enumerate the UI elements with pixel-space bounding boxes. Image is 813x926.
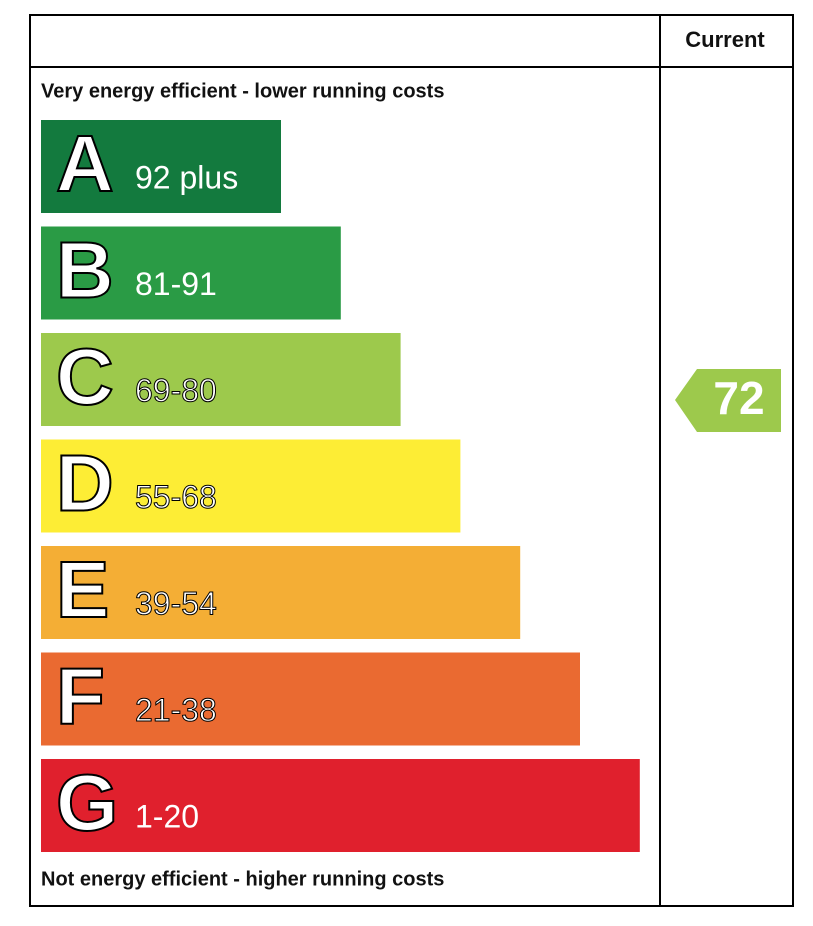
band-letter: E xyxy=(56,545,109,634)
band-bar xyxy=(41,546,521,639)
current-rating-arrow xyxy=(675,369,781,432)
band-letter: C xyxy=(56,332,114,421)
band-bar xyxy=(41,120,281,213)
band-range: 1-20 xyxy=(135,798,199,834)
band-range: 69-80 xyxy=(135,372,217,408)
band-letter: F xyxy=(56,652,105,741)
current-rating: 72 xyxy=(713,372,764,424)
band-bar xyxy=(41,333,401,426)
band-letter: A xyxy=(56,119,114,208)
frame xyxy=(29,14,794,907)
band-letter: D xyxy=(56,439,114,528)
band-bar xyxy=(41,652,580,746)
band-range: 55-68 xyxy=(135,479,217,515)
band-range: 81-91 xyxy=(135,266,217,302)
band-letter: B xyxy=(56,226,114,315)
band-bar xyxy=(41,439,461,533)
top-note: Very energy efficient - lower running co… xyxy=(41,80,444,102)
bottom-note: Not energy efficient - higher running co… xyxy=(41,868,444,890)
band-bar xyxy=(41,226,341,320)
band-letter: G xyxy=(56,758,118,847)
band-range: 39-54 xyxy=(135,585,217,621)
band-range: 92 plus xyxy=(135,159,238,195)
band-range: 21-38 xyxy=(135,692,217,728)
column-header: Current xyxy=(685,27,765,52)
band-bar xyxy=(41,759,640,852)
